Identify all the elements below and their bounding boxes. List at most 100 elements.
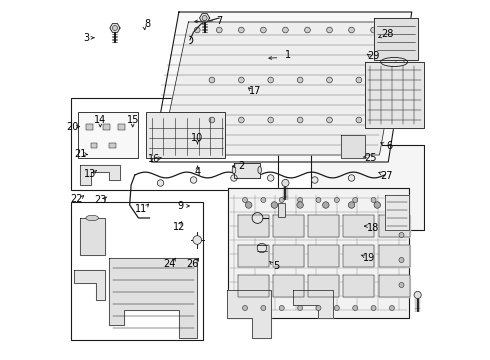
Circle shape [252, 213, 263, 224]
Circle shape [209, 77, 215, 83]
Circle shape [297, 202, 303, 208]
Ellipse shape [258, 166, 262, 174]
Bar [109, 143, 116, 148]
Circle shape [271, 202, 278, 208]
Circle shape [112, 26, 118, 31]
Circle shape [157, 180, 164, 186]
Polygon shape [273, 275, 304, 297]
Polygon shape [308, 215, 339, 237]
Polygon shape [308, 275, 339, 297]
Circle shape [353, 198, 358, 203]
Polygon shape [311, 145, 423, 230]
Circle shape [297, 77, 303, 83]
Text: 27: 27 [380, 171, 392, 181]
Text: 2: 2 [238, 161, 245, 171]
Text: 3: 3 [83, 33, 89, 43]
Circle shape [279, 306, 284, 311]
Circle shape [327, 117, 332, 123]
Text: 12: 12 [173, 222, 186, 232]
Circle shape [327, 27, 332, 33]
Circle shape [348, 202, 355, 208]
Text: 17: 17 [249, 86, 261, 96]
Polygon shape [74, 270, 105, 300]
Text: 14: 14 [94, 114, 106, 125]
Circle shape [305, 27, 310, 33]
Circle shape [239, 117, 244, 123]
Circle shape [297, 306, 303, 311]
Text: 16: 16 [148, 154, 160, 164]
Polygon shape [379, 215, 410, 237]
Circle shape [209, 117, 215, 123]
Circle shape [390, 198, 394, 203]
Ellipse shape [232, 166, 236, 174]
Circle shape [316, 198, 321, 203]
Polygon shape [80, 218, 105, 255]
Polygon shape [293, 290, 333, 318]
Circle shape [245, 202, 252, 208]
Polygon shape [238, 215, 269, 237]
Circle shape [390, 306, 394, 311]
Circle shape [282, 179, 289, 186]
Bar [278, 203, 285, 217]
Polygon shape [373, 18, 417, 60]
Circle shape [239, 27, 244, 33]
Polygon shape [379, 245, 410, 267]
Bar [71, 202, 203, 340]
Text: 15: 15 [126, 114, 139, 125]
Text: 7: 7 [217, 16, 223, 26]
Polygon shape [365, 62, 423, 128]
Circle shape [312, 177, 318, 183]
Circle shape [217, 27, 222, 33]
Text: 24: 24 [163, 258, 175, 269]
Text: 8: 8 [144, 19, 150, 30]
Circle shape [327, 77, 332, 83]
Polygon shape [199, 14, 210, 22]
Polygon shape [341, 135, 365, 158]
Polygon shape [343, 275, 374, 297]
Polygon shape [152, 12, 412, 162]
Circle shape [371, 198, 376, 203]
Ellipse shape [86, 215, 98, 221]
Circle shape [399, 207, 404, 212]
Text: 26: 26 [187, 258, 199, 269]
Polygon shape [379, 275, 410, 297]
Polygon shape [234, 163, 260, 178]
Bar [103, 124, 110, 130]
Circle shape [399, 257, 404, 262]
Circle shape [257, 243, 267, 253]
Text: 25: 25 [364, 153, 376, 163]
Polygon shape [343, 245, 374, 267]
Text: 5: 5 [273, 261, 280, 271]
Polygon shape [227, 290, 270, 338]
Bar [78, 112, 139, 158]
Circle shape [193, 236, 201, 244]
Circle shape [349, 27, 354, 33]
Text: 1: 1 [285, 50, 291, 60]
Bar [86, 124, 93, 130]
Polygon shape [80, 165, 120, 185]
Text: 9: 9 [178, 201, 184, 211]
Polygon shape [308, 245, 339, 267]
Polygon shape [238, 245, 269, 267]
Circle shape [231, 175, 237, 181]
Polygon shape [109, 258, 197, 338]
Text: 18: 18 [367, 222, 379, 233]
Circle shape [356, 117, 362, 123]
Text: 29: 29 [368, 51, 380, 61]
Circle shape [243, 198, 247, 203]
Circle shape [261, 198, 266, 203]
Circle shape [399, 283, 404, 288]
Bar [91, 143, 97, 148]
Circle shape [356, 77, 362, 83]
Text: 6: 6 [386, 141, 392, 151]
Circle shape [297, 198, 303, 203]
Circle shape [268, 117, 273, 123]
Circle shape [353, 306, 358, 311]
Text: 28: 28 [381, 29, 393, 39]
Text: 21: 21 [74, 149, 86, 159]
Circle shape [261, 306, 266, 311]
Circle shape [316, 306, 321, 311]
Polygon shape [343, 215, 374, 237]
Circle shape [279, 198, 284, 203]
Text: 11: 11 [135, 204, 147, 214]
